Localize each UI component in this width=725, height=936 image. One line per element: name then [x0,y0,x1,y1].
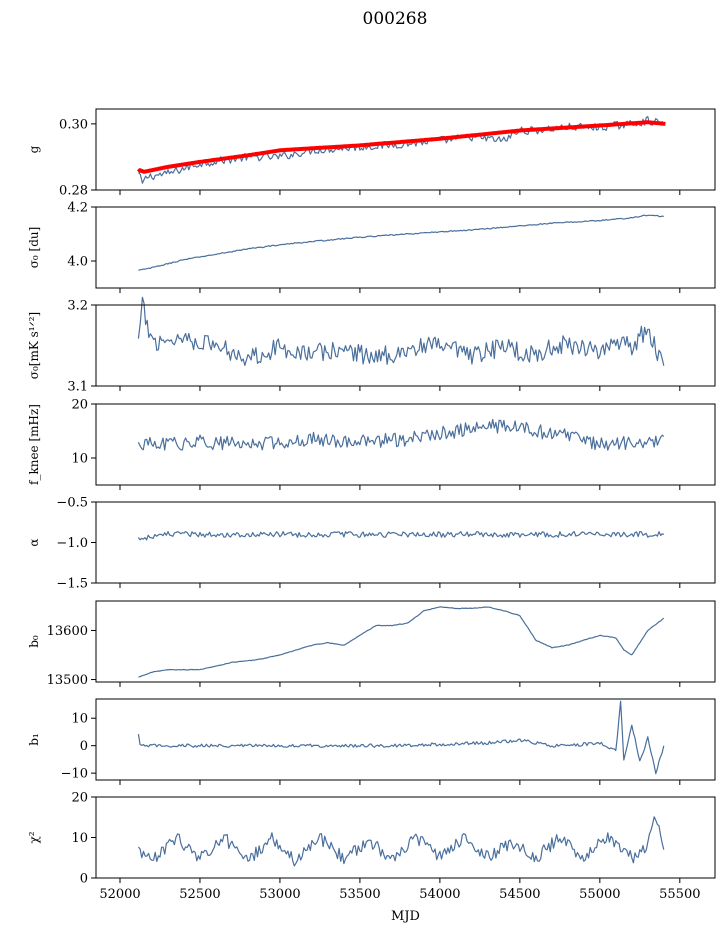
panel-4: 10 20 f_knee [mHz] [27,398,716,490]
data-series-line [137,816,665,867]
data-series-line [137,700,665,775]
y-tick-label: 10 [71,712,88,727]
y-tick-label: −10 [61,767,88,782]
axes-frame [95,206,716,289]
y-tick-label: 10 [71,831,88,846]
y-tick-label: −1.0 [56,536,88,551]
y-tick-label: 3.2 [67,299,88,314]
y-tick-label: 0 [80,872,88,887]
x-tick-label: 52500 [179,887,220,902]
x-axis-label: MJD [391,909,420,924]
axes-frame [95,796,716,879]
y-tick-label: 0 [80,739,88,754]
fit-series-line [136,120,666,174]
chart-panels: 0.28 0.30 g 4.0 4.2 σ₀ [du] 3.1 3.2 σ₀[mK s¹ᐟ²] 1… [27,108,716,924]
y-axis-label: g [27,145,41,153]
panel-3: 3.1 3.2 σ₀[mK s¹ᐟ²] [27,296,716,395]
data-series-line [137,296,665,366]
data-series-line [138,606,665,678]
y-tick-label: −0.5 [56,496,88,511]
y-axis-label: σ₀[mK s¹ᐟ²] [27,312,41,379]
data-series-line [137,418,665,451]
y-tick-label: 0.28 [59,184,88,199]
x-tick-label: 52000 [99,887,140,902]
y-tick-label: 20 [71,398,88,413]
panel-6: 13500 13600 b₀ [27,600,716,688]
panel-8: 0 10 20 52000 52500 53000 53500 54000 54500 55000… [27,791,716,924]
y-tick-label: 3.1 [67,380,88,395]
y-axis-label: b₀ [27,635,41,648]
x-tick-label: 55000 [579,887,620,902]
y-tick-label: 20 [71,791,88,806]
y-tick-label: 13600 [47,624,88,639]
y-tick-label: 10 [71,452,88,467]
axes-frame [95,698,716,781]
axes-frame [95,600,716,683]
axes-frame [95,501,716,584]
figure-title: 000268 [363,9,428,29]
panel-2: 4.0 4.2 σ₀ [du] [27,201,716,293]
y-tick-label: 4.2 [67,201,88,216]
x-tick-label: 53000 [259,887,300,902]
y-axis-label: χ² [27,831,41,843]
y-tick-label: 0.30 [59,117,88,132]
y-axis-label: f_knee [mHz] [27,404,41,485]
data-series-line [138,214,664,271]
y-axis-label: b₁ [27,733,41,746]
panel-1: 0.28 0.30 g [27,108,716,199]
y-axis-label: σ₀ [du] [27,227,41,269]
y-tick-label: 4.0 [67,255,88,270]
y-tick-label: −1.5 [56,577,88,592]
x-tick-label: 53500 [339,887,380,902]
y-axis-label: α [27,538,41,546]
x-tick-label: 54000 [419,887,460,902]
panel-7: −10 0 10 b₁ [27,698,716,785]
x-tick-label: 55500 [659,887,700,902]
x-tick-label: 54500 [499,887,540,902]
axes-frame [95,304,716,387]
axes-frame [95,403,716,486]
panel-5: −1.5 −1.0 −0.5 α [27,496,716,592]
axes-frame [95,108,716,191]
y-tick-label: 13500 [47,673,88,688]
data-series-line [137,531,665,541]
